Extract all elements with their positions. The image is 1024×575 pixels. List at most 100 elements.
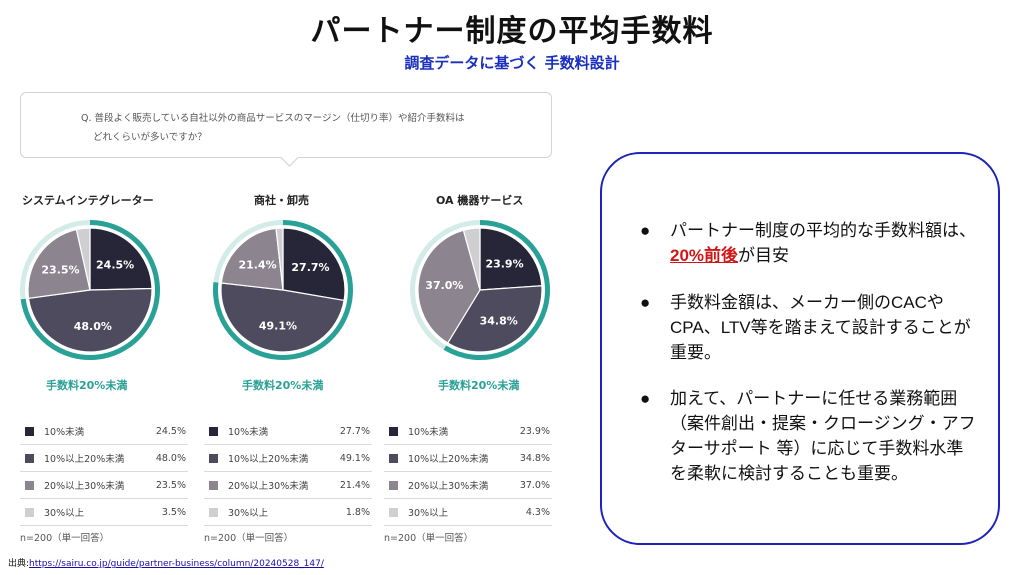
bullet-item-1: ● パートナー制度の平均的な手数料額は、 20%前後が目安 bbox=[640, 218, 980, 268]
legend-swatch bbox=[25, 426, 34, 436]
legend-value: 34.8% bbox=[519, 452, 550, 464]
source-label: 出典: bbox=[8, 559, 30, 569]
summary-panel: ● パートナー制度の平均的な手数料額は、 20%前後が目安 ● 手数料金額は、メー… bbox=[600, 152, 1000, 545]
pie-label: 27.7% bbox=[291, 261, 329, 274]
slide-title: パートナー制度の平均手数料 bbox=[310, 14, 714, 49]
legend-swatch bbox=[209, 453, 218, 463]
legend-category: 10%以上20%未満 bbox=[44, 454, 125, 465]
pie-slice bbox=[275, 227, 284, 291]
legend-category: 30%以上 bbox=[228, 508, 269, 519]
legend-value: 24.5% bbox=[155, 425, 186, 437]
legend-category: 30%以上 bbox=[408, 508, 449, 519]
pie-slice bbox=[75, 227, 91, 291]
legend-row: 20%以上30%未満 23.5% bbox=[20, 472, 188, 499]
pie-slice bbox=[479, 227, 543, 291]
bullet-item-2: ● 手数料金額は、メーカー側のCACやCPA、LTV等を踏まえて設計することが重… bbox=[640, 290, 980, 365]
legend-value: 21.4% bbox=[339, 479, 370, 491]
pie-title-si: システムインテグレーター bbox=[22, 194, 154, 207]
legend-swatch bbox=[209, 480, 218, 490]
legend-row: 20%以上30%未満 21.4% bbox=[204, 472, 372, 499]
legend-table-si: 10%未満 24.5% 10%以上20%未満 48.0% 20%以上30%未満 23.5%… bbox=[20, 418, 188, 526]
pie-slice bbox=[27, 228, 91, 299]
legend-value: 3.5% bbox=[161, 506, 186, 518]
sample-note-si: n=200（単一回答） bbox=[20, 533, 110, 544]
bullet-icon: ● bbox=[640, 293, 651, 312]
sample-note-oa: n=200（単一回答） bbox=[384, 533, 474, 544]
pie-slice bbox=[220, 227, 284, 291]
note-under-20-oa: 手数料20%未満 bbox=[438, 379, 520, 392]
pie-label: 23.5% bbox=[41, 263, 79, 276]
legend-value: 27.7% bbox=[339, 425, 370, 437]
pie-label: 21.4% bbox=[238, 259, 276, 272]
question-line-2: どれくらいが多いですか？ bbox=[93, 132, 207, 143]
legend-swatch bbox=[389, 507, 398, 517]
pie-label: 37.0% bbox=[425, 279, 463, 292]
legend-category: 10%以上20%未満 bbox=[408, 454, 489, 465]
legend-category: 10%未満 bbox=[44, 427, 85, 438]
pie-label: 34.8% bbox=[480, 315, 518, 328]
legend-table-oa: 10%未満 23.9% 10%以上20%未満 34.8% 20%以上30%未満 37.0%… bbox=[384, 418, 552, 526]
legend-row: 30%以上 3.5% bbox=[20, 499, 188, 526]
pie-label: 48.0% bbox=[74, 320, 112, 333]
legend-row: 10%未満 24.5% bbox=[20, 418, 188, 445]
pie-label: 49.1% bbox=[259, 320, 297, 333]
note-under-20-si: 手数料20%未満 bbox=[46, 379, 128, 392]
legend-swatch bbox=[389, 480, 398, 490]
question-line-1: Q. 普段よく販売している自社以外の商品サービスのマージン（仕切り率）や紹介手数… bbox=[81, 113, 465, 124]
legend-category: 30%以上 bbox=[44, 508, 85, 519]
legend-category: 20%以上30%未満 bbox=[408, 481, 489, 492]
note-under-20-trading: 手数料20%未満 bbox=[242, 379, 324, 392]
legend-row: 20%以上30%未満 37.0% bbox=[384, 472, 552, 499]
legend-value: 23.5% bbox=[155, 479, 186, 491]
pie-slice bbox=[462, 227, 481, 291]
legend-value: 49.1% bbox=[339, 452, 370, 464]
pie-slice bbox=[89, 227, 153, 291]
pie-slice bbox=[446, 285, 543, 353]
legend-value: 48.0% bbox=[155, 452, 186, 464]
legend-category: 10%未満 bbox=[228, 427, 269, 438]
pie-slice bbox=[220, 282, 345, 353]
pie-slice bbox=[417, 229, 481, 344]
under-20-arc bbox=[20, 220, 160, 360]
legend-swatch bbox=[25, 453, 34, 463]
legend-category: 10%未満 bbox=[408, 427, 449, 438]
pie-title-trading: 商社・卸売 bbox=[254, 194, 309, 207]
bullet-1-text-b: が目安 bbox=[738, 246, 790, 265]
legend-row: 10%以上20%未満 49.1% bbox=[204, 445, 372, 472]
legend-swatch bbox=[389, 426, 398, 436]
pie-slice bbox=[282, 227, 346, 302]
bullet-1-highlight: 20%前後 bbox=[670, 246, 739, 265]
legend-value: 37.0% bbox=[519, 479, 550, 491]
legend-category: 20%以上30%未満 bbox=[228, 481, 309, 492]
legend-swatch bbox=[25, 507, 34, 517]
legend-swatch bbox=[389, 453, 398, 463]
legend-value: 4.3% bbox=[525, 506, 550, 518]
under-20-arc bbox=[443, 220, 550, 360]
sample-note-trading: n=200（単一回答） bbox=[204, 533, 294, 544]
source-link[interactable]: https://sairu.co.jp/guide/partner-busine… bbox=[29, 559, 324, 569]
legend-row: 10%未満 23.9% bbox=[384, 418, 552, 445]
bullet-icon: ● bbox=[640, 389, 651, 408]
question-text: Q. 普段よく販売している自社以外の商品サービスのマージン（仕切り率）や紹介手数… bbox=[81, 109, 521, 147]
legend-swatch bbox=[25, 480, 34, 490]
question-box: Q. 普段よく販売している自社以外の商品サービスのマージン（仕切り率）や紹介手数… bbox=[20, 92, 552, 158]
pie-label: 23.9% bbox=[485, 258, 523, 271]
bullet-icon: ● bbox=[640, 221, 651, 240]
legend-value: 1.8% bbox=[345, 506, 370, 518]
legend-category: 10%以上20%未満 bbox=[228, 454, 309, 465]
legend-row: 30%以上 4.3% bbox=[384, 499, 552, 526]
pie-label: 24.5% bbox=[96, 258, 134, 271]
legend-swatch bbox=[209, 426, 218, 436]
slide-subtitle: 調査データに基づく 手数料設計 bbox=[404, 54, 620, 72]
legend-swatch bbox=[209, 507, 218, 517]
under-20-arc bbox=[213, 220, 353, 360]
legend-row: 10%以上20%未満 34.8% bbox=[384, 445, 552, 472]
bullet-item-3: ● 加えて、パートナーに任せる業務範囲（案件創出・提案・クロージング・アフターサ… bbox=[640, 386, 980, 486]
legend-value: 23.9% bbox=[519, 425, 550, 437]
legend-row: 10%未満 27.7% bbox=[204, 418, 372, 445]
legend-category: 20%以上30%未満 bbox=[44, 481, 125, 492]
legend-row: 10%以上20%未満 48.0% bbox=[20, 445, 188, 472]
pie-slice bbox=[27, 287, 153, 353]
bullet-1-text-a: パートナー制度の平均的な手数料額は、 bbox=[670, 221, 976, 240]
